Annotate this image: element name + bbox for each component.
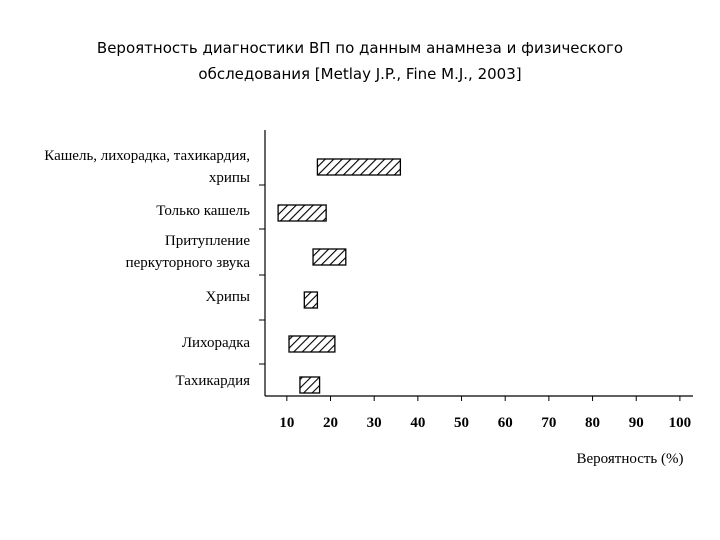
x-tick-label: 20 <box>323 415 338 431</box>
bar <box>299 376 321 394</box>
y-tick-label: Только кашель <box>156 203 250 219</box>
x-tick-label: 100 <box>669 415 692 431</box>
bar <box>288 335 336 353</box>
x-tick-label: 90 <box>629 415 644 431</box>
x-tick-label: 60 <box>498 415 513 431</box>
y-tick-label: Лихорадка <box>182 335 250 351</box>
x-axis-label: Вероятность (%) <box>576 451 683 467</box>
y-tick-label: Притупление <box>165 233 250 249</box>
row-separators <box>259 184 265 365</box>
y-tick-label: Тахикардия <box>175 373 250 389</box>
chart-title: обследования [Metlay J.P., Fine M.J., 20… <box>198 65 521 83</box>
y-tick-label: перкуторного звука <box>126 255 251 271</box>
bar <box>303 291 319 309</box>
x-tick-label: 40 <box>410 415 425 431</box>
y-tick-label: Хрипы <box>206 289 250 305</box>
x-tick-label: 10 <box>279 415 294 431</box>
y-tick-label: хрипы <box>209 170 250 186</box>
bar <box>277 204 327 222</box>
y-tick-label: Кашель, лихорадка, тахикардия, <box>44 148 250 164</box>
x-tick-label: 70 <box>541 415 556 431</box>
chart-title: Вероятность диагностики ВП по данным ана… <box>97 39 623 57</box>
x-tick-label: 50 <box>454 415 469 431</box>
x-tick-label: 80 <box>585 415 600 431</box>
bar <box>312 248 347 266</box>
x-tick-label: 30 <box>367 415 382 431</box>
bar <box>316 158 402 176</box>
